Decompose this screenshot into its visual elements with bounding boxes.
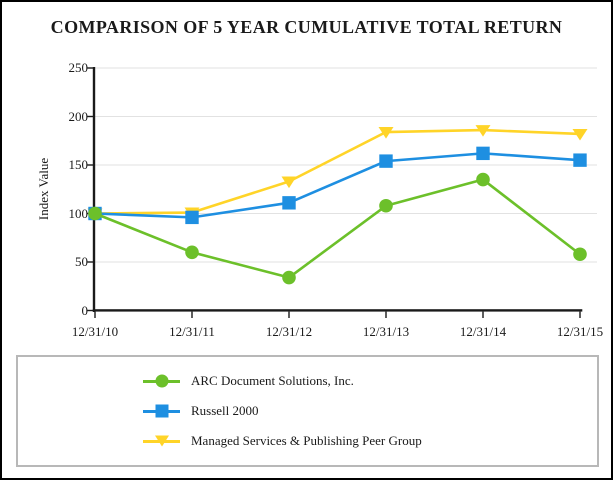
- data-point-square: [282, 196, 296, 210]
- x-tick-label: 12/31/10: [71, 324, 119, 339]
- x-tick-label: 12/31/11: [169, 324, 215, 339]
- x-axis-line: [92, 309, 583, 312]
- data-point-triangle: [378, 127, 394, 139]
- x-tick-mark: [288, 311, 290, 318]
- series-line: [93, 128, 582, 215]
- y-tick-label: 250: [68, 60, 89, 75]
- y-tick-mark: [87, 309, 95, 312]
- data-point-circle: [476, 172, 490, 187]
- series-line-swatch: [143, 435, 180, 447]
- series-line: [93, 178, 582, 279]
- legend-label: Russell 2000: [191, 403, 259, 418]
- y-tick-mark: [87, 67, 95, 69]
- series-line: [93, 152, 582, 219]
- y-tick-mark: [87, 115, 95, 118]
- legend-label: ARC Document Solutions, Inc.: [191, 373, 354, 388]
- y-axis-line: [92, 67, 96, 312]
- data-point-circle: [282, 270, 296, 285]
- x-tick-label: 12/31/14: [459, 324, 507, 339]
- x-tick-mark: [482, 311, 484, 318]
- data-point-circle: [573, 247, 587, 262]
- x-tick-label: 12/31/15: [556, 324, 604, 339]
- x-tick-mark: [191, 311, 193, 318]
- series-line-swatch: [143, 404, 180, 418]
- legend-item: Managed Services & Publishing Peer Group: [143, 431, 587, 451]
- y-tick-label: 150: [68, 157, 89, 172]
- series-line-swatch: [143, 374, 180, 388]
- data-point-square: [573, 153, 587, 167]
- y-tick-label: 200: [68, 108, 89, 124]
- data-point-square: [379, 154, 393, 168]
- x-tick-label: 12/31/12: [265, 324, 313, 339]
- data-point-circle: [88, 206, 102, 221]
- data-point-circle: [185, 245, 199, 260]
- y-tick-label: 50: [75, 254, 88, 269]
- y-tick-label: 0: [81, 302, 89, 318]
- legend-label: Managed Services & Publishing Peer Group: [191, 433, 422, 448]
- legend-item: Russell 2000: [143, 401, 587, 421]
- data-point-square: [476, 146, 490, 161]
- y-tick-mark: [87, 164, 95, 166]
- data-point-square: [185, 210, 199, 225]
- data-point-circle: [379, 198, 393, 213]
- data-point-triangle: [572, 128, 588, 141]
- circle-marker-icon: [155, 374, 168, 388]
- chart-title: COMPARISON OF 5 YEAR CUMULATIVE TOTAL RE…: [50, 17, 563, 37]
- x-tick-mark: [94, 311, 96, 318]
- y-tick-mark: [87, 261, 95, 263]
- triangle-down-marker-icon: [154, 435, 169, 447]
- data-point-triangle: [281, 176, 297, 189]
- legend-item: ARC Document Solutions, Inc.: [143, 371, 587, 391]
- x-tick-mark: [579, 311, 581, 318]
- y-tick-label: 100: [68, 205, 89, 221]
- x-tick-mark: [385, 311, 387, 318]
- legend-box: ARC Document Solutions, Inc. Russell 200…: [16, 355, 599, 467]
- square-marker-icon: [155, 404, 168, 418]
- x-tick-label: 12/31/13: [362, 324, 410, 339]
- data-point-triangle: [475, 125, 491, 137]
